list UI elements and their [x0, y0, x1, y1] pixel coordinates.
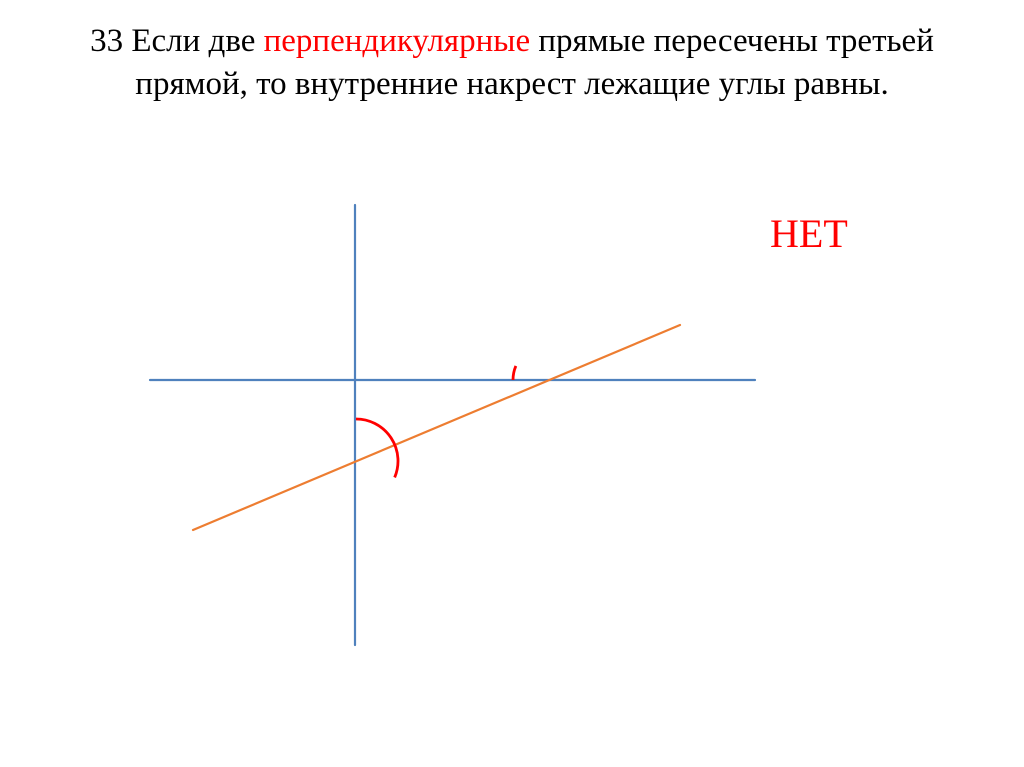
angle-arc-top — [513, 366, 516, 380]
geometry-diagram — [0, 0, 1024, 767]
angle-arc-bottom — [356, 419, 398, 477]
oblique-orange-line — [193, 325, 680, 530]
